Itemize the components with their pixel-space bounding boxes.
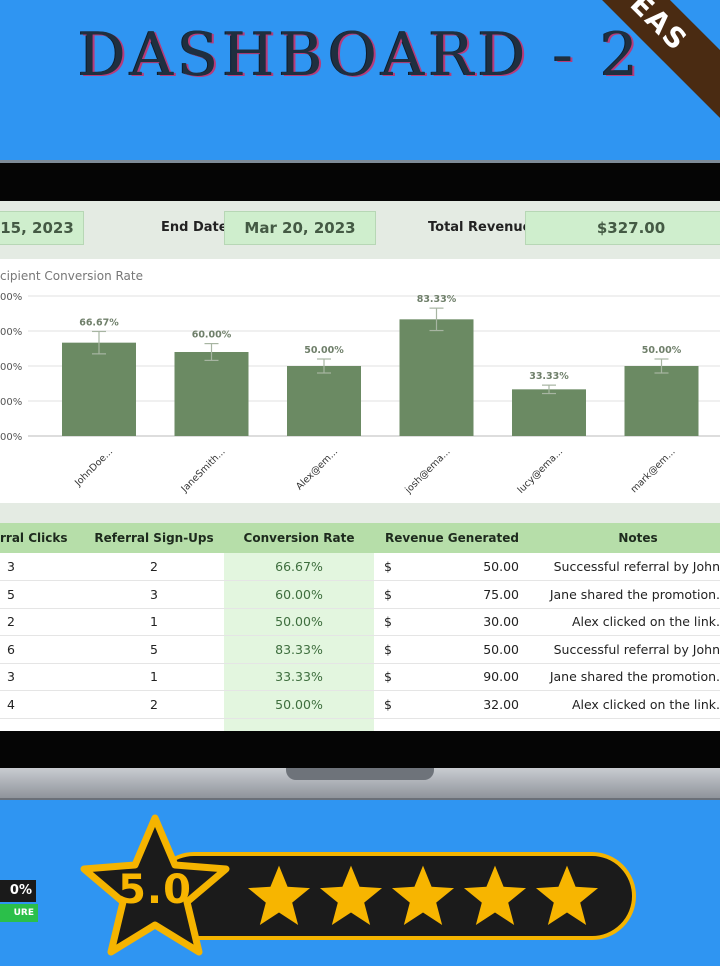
cell-currency: $ — [384, 614, 392, 630]
cell-conversion-rate: 66.67% — [275, 559, 323, 574]
laptop-frame: 15, 2023 End Date: Mar 20, 2023 Total Re… — [0, 160, 720, 773]
rating-big-star: 5.0 — [76, 812, 234, 962]
cell-clicks: 6 — [7, 641, 15, 657]
col-header-clicks: rral Clicks — [0, 531, 68, 545]
cell-currency: $ — [384, 559, 392, 574]
chart-data-label: 50.00% — [304, 345, 344, 356]
chart-x-tick-label: JohnDoe... — [72, 446, 115, 489]
cell-notes: Jane shared the promotion. — [549, 586, 720, 602]
chart-data-label: 83.33% — [417, 294, 457, 305]
col-header-revenue: Revenue Generated — [385, 531, 519, 545]
cell-signups: 1 — [150, 669, 158, 685]
chart-title: cipient Conversion Rate — [0, 269, 143, 283]
cell-revenue: 50.00 — [483, 641, 519, 657]
chart-bar — [174, 352, 249, 436]
chart-data-label: 50.00% — [642, 345, 682, 356]
cell-notes: Successful referral by John — [553, 641, 720, 657]
big-star-icon — [80, 814, 230, 956]
cell-signups: 2 — [150, 559, 158, 574]
cell-signups: 3 — [150, 586, 158, 602]
cell-signups: 2 — [150, 697, 158, 712]
cell-conversion-rate: 50.00% — [275, 614, 323, 630]
star-icon — [535, 865, 599, 926]
cell-currency: $ — [384, 697, 392, 712]
conversion-rate-bar-chart: 00% 00% 00% 00% 00% 66.67% JohnDoe... 60.00% Jan… — [0, 292, 720, 496]
cell-clicks: 3 — [7, 669, 15, 685]
table-row: 5 3 60.00% $75.00 Jane shared the promotion. — [0, 581, 720, 609]
cell-revenue: 50.00 — [483, 559, 519, 574]
star-icon — [319, 865, 383, 926]
table-row: 3 1 33.33% $90.00 Jane shared the promotion. — [0, 663, 720, 692]
chart-y-tick-label: 00% — [0, 397, 22, 408]
cell-currency: $ — [384, 586, 392, 602]
chart-x-tick-label: mark@em... — [629, 446, 678, 495]
chart-bar — [512, 389, 586, 436]
star-icon — [247, 865, 311, 926]
chart-x-tick-label: josh@ema... — [402, 446, 452, 496]
cell-conversion-rate: 33.33% — [275, 669, 323, 685]
cell-signups: 1 — [150, 614, 158, 630]
cell-notes: Alex clicked on the link. — [571, 697, 720, 712]
col-header-conversion-rate: Conversion Rate — [243, 531, 355, 545]
chart-bar — [287, 366, 361, 436]
cell-conversion-rate: 83.33% — [275, 641, 323, 657]
chart-x-tick-label: Alex@em... — [294, 446, 340, 492]
chart-y-tick-label: 00% — [0, 432, 22, 443]
badge-top-text: 0% — [0, 880, 36, 902]
rating-stars — [246, 863, 600, 931]
table-header: rral Clicks Referral Sign-Ups Conversion… — [0, 523, 720, 553]
rating-value: 5.0 — [118, 867, 192, 913]
table-row: 4 2 50.00% $32.00 Alex clicked on the link. — [0, 691, 720, 719]
chart-x-tick-label: lucy@ema... — [516, 446, 565, 495]
chart-data-label: 60.00% — [192, 330, 232, 341]
cell-notes: Alex clicked on the link. — [571, 614, 720, 630]
chart-y-tick-label: 00% — [0, 362, 22, 373]
cell-clicks: 4 — [7, 697, 15, 712]
table-row: 2 1 50.00% $30.00 Alex clicked on the link. — [0, 608, 720, 637]
chart-bar — [399, 319, 474, 436]
start-date-field[interactable]: 15, 2023 — [0, 211, 84, 245]
conversion-column-highlight — [224, 553, 374, 731]
referral-table: rral Clicks Referral Sign-Ups Conversion… — [0, 523, 720, 731]
chart-bar — [62, 342, 136, 436]
cell-clicks: 3 — [7, 559, 15, 574]
star-icon — [391, 865, 455, 926]
laptop-base — [0, 768, 720, 800]
dashboard-screen: 15, 2023 End Date: Mar 20, 2023 Total Re… — [0, 201, 720, 731]
cell-currency: $ — [384, 669, 392, 685]
table-row: 3 2 66.67% $50.00 Successful referral by Joh… — [0, 553, 720, 581]
conversion-chart-panel: cipient Conversion Rate 00% 00% 00% 00% 00% 6… — [0, 259, 720, 503]
laptop-notch — [286, 768, 434, 780]
col-header-notes: Notes — [618, 531, 658, 545]
cell-signups: 5 — [150, 641, 158, 657]
end-date-field[interactable]: Mar 20, 2023 — [224, 211, 376, 245]
table-row: 6 5 83.33% $50.00 Successful referral by Joh… — [0, 636, 720, 664]
chart-x-tick-label: JaneSmith... — [179, 446, 228, 495]
chart-data-label: 33.33% — [529, 371, 569, 382]
cell-revenue: 75.00 — [483, 586, 519, 602]
star-icon — [463, 865, 527, 926]
cell-currency: $ — [384, 641, 392, 657]
total-revenue-label: Total Revenue: — [428, 220, 537, 235]
badge-bottom-text: URE — [0, 904, 38, 922]
end-date-label: End Date: — [161, 220, 233, 235]
cell-notes: Jane shared the promotion. — [549, 669, 720, 685]
total-revenue-field[interactable]: $327.00 — [525, 211, 720, 245]
cell-clicks: 2 — [7, 614, 15, 630]
cell-clicks: 5 — [7, 586, 15, 602]
cell-revenue: 32.00 — [483, 697, 519, 712]
cell-notes: Successful referral by John — [553, 559, 720, 574]
chart-bar — [624, 366, 699, 436]
chart-data-label: 66.67% — [79, 317, 119, 328]
page-title: DASHBOARD - 2 — [77, 20, 643, 90]
chart-y-tick-label: 00% — [0, 327, 22, 338]
cell-conversion-rate: 60.00% — [275, 586, 323, 602]
chart-y-tick-label: 00% — [0, 292, 22, 303]
guarantee-badge: 0% URE — [0, 872, 40, 928]
cell-conversion-rate: 50.00% — [275, 697, 323, 712]
cell-revenue: 30.00 — [483, 614, 519, 630]
col-header-signups: Referral Sign-Ups — [94, 531, 214, 545]
cell-revenue: 90.00 — [483, 669, 519, 685]
